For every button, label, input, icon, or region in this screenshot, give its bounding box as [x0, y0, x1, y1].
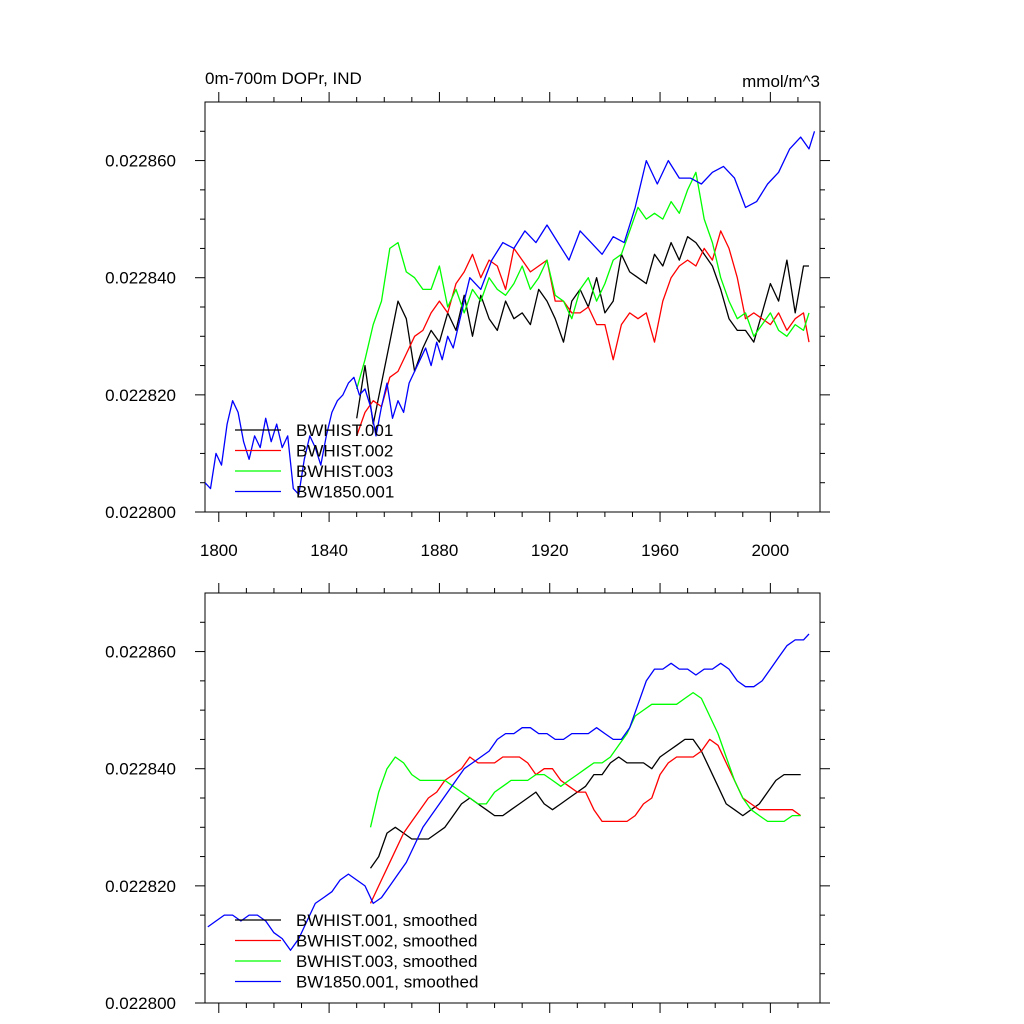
bottom-legend-label: BWHIST.003, smoothed	[296, 952, 477, 971]
top-y-tick-label: 0.022820	[105, 386, 176, 405]
bottom-series-line-1	[369, 738, 801, 869]
bottom-legend-label: BW1850.001, smoothed	[296, 973, 478, 992]
bottom-legend-label: BWHIST.002, smoothed	[296, 932, 477, 951]
top-panel: 0m-700m DOPr, IND mmol/m^3 1800 1840 1880 1…	[105, 69, 830, 560]
top-x-tick-label: 1880	[421, 541, 459, 560]
bottom-series-line-2	[369, 738, 802, 904]
bottom-y-tick-label: 0.022820	[105, 877, 176, 896]
bottom-y-tick-label: 0.022800	[105, 994, 176, 1013]
bottom-panel: 0.022800 0.022820 0.022840 0.022860 BWHIST.0…	[105, 583, 830, 1013]
top-legend-label: BWHIST.003	[296, 462, 393, 481]
top-x-tick-label: 1800	[200, 541, 238, 560]
top-series-line-4	[205, 131, 816, 496]
bottom-legend-label: BWHIST.001, smoothed	[296, 911, 477, 930]
top-y-tick-label: 0.022800	[105, 503, 176, 522]
top-chart-title: 0m-700m DOPr, IND	[205, 69, 362, 88]
bottom-series-line-4	[207, 633, 810, 951]
top-y-tick-label: 0.022840	[105, 269, 176, 288]
top-y-tick-label: 0.022860	[105, 152, 176, 171]
top-series-line-2	[356, 230, 810, 437]
top-x-tick-label: 1840	[310, 541, 348, 560]
bottom-series-line-3	[369, 691, 801, 828]
bottom-y-tick-label: 0.022860	[105, 643, 176, 662]
top-legend-label: BW1850.001	[296, 483, 394, 502]
top-series-line-1	[356, 236, 809, 425]
bottom-y-tick-label: 0.022840	[105, 760, 176, 779]
top-x-tick-label: 2000	[751, 541, 789, 560]
top-x-tick-label: 1920	[531, 541, 569, 560]
top-x-tick-label: 1960	[641, 541, 679, 560]
top-series-line-3	[356, 171, 810, 390]
top-legend-label: BWHIST.002	[296, 442, 393, 461]
top-legend-label: BWHIST.001	[296, 421, 393, 440]
top-chart-units: mmol/m^3	[742, 72, 820, 91]
